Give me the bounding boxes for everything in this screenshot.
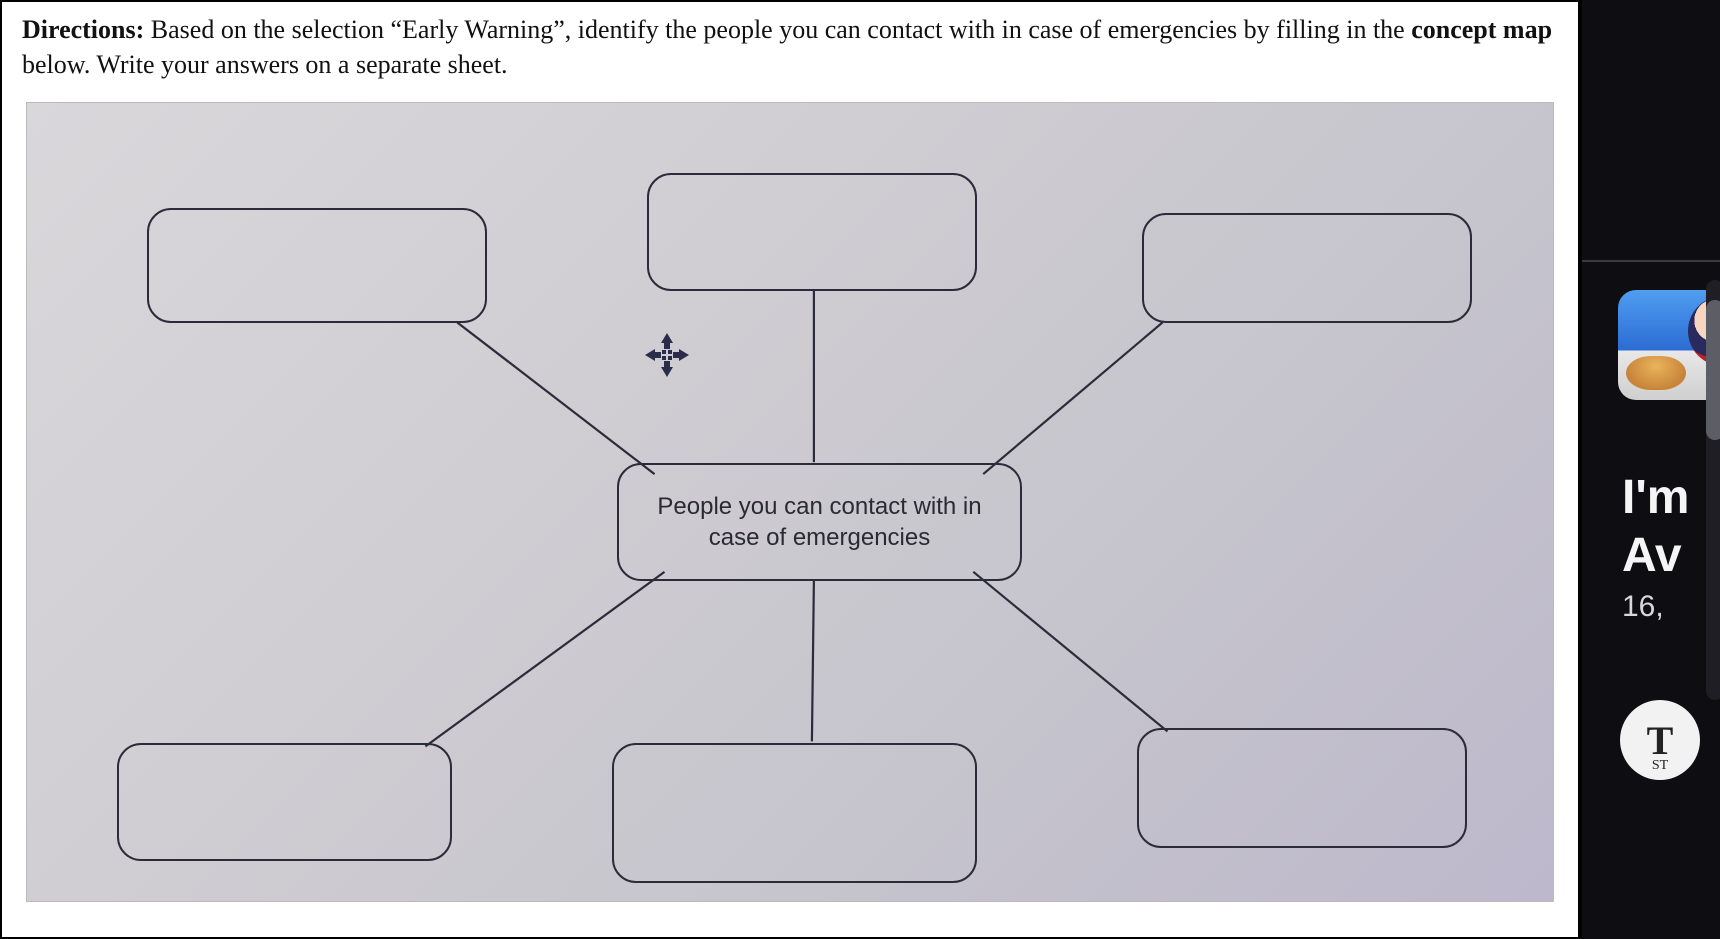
sidebar-title-line-2: Av	[1622, 528, 1682, 583]
round-button-sub-label: ST	[1652, 758, 1668, 774]
concept-map-panel: People you can contact with in case of e…	[26, 102, 1554, 902]
edge-bottom-left	[425, 572, 664, 747]
directions-text-2: below. Write your answers on a separate …	[22, 50, 508, 79]
concept-map-node-bottom-left[interactable]	[117, 743, 452, 861]
sidebar-title-line-1: I'm	[1622, 470, 1689, 525]
concept-map-node-top-center[interactable]	[647, 173, 977, 291]
concept-map-node-top-right[interactable]	[1142, 213, 1472, 323]
move-handle-icon[interactable]	[645, 333, 689, 377]
edge-bottom-right	[973, 572, 1167, 732]
sidebar-round-button[interactable]: T ST	[1620, 700, 1700, 780]
concept-map-node-bottom-right[interactable]	[1137, 728, 1467, 848]
thumbnail-food-icon	[1626, 356, 1686, 390]
worksheet-page: Directions: Based on the selection “Earl…	[0, 0, 1580, 939]
sidebar-scroll-thumb[interactable]	[1706, 300, 1720, 440]
edge-top-left	[457, 323, 654, 475]
directions-text-1: Based on the selection “Early Warning”, …	[144, 15, 1411, 44]
concept-map-node-top-left[interactable]	[147, 208, 487, 323]
directions-paragraph: Directions: Based on the selection “Earl…	[2, 2, 1578, 96]
center-node-text: People you can contact with in case of e…	[637, 491, 1002, 553]
sidebar-divider	[1582, 260, 1720, 262]
sidebar-subtext: 16,	[1622, 590, 1664, 624]
directions-bold-phrase: concept map	[1411, 15, 1552, 44]
concept-map-node-bottom-center[interactable]	[612, 743, 977, 883]
concept-map-center-node[interactable]: People you can contact with in case of e…	[617, 463, 1022, 581]
right-sidebar: I'm Av 16, T ST	[1580, 0, 1720, 939]
directions-label: Directions:	[22, 15, 144, 44]
round-button-main-label: T	[1647, 717, 1674, 764]
edge-bottom-center	[812, 580, 814, 742]
edge-top-right	[983, 323, 1162, 475]
app-thumbnail[interactable]	[1618, 290, 1720, 400]
